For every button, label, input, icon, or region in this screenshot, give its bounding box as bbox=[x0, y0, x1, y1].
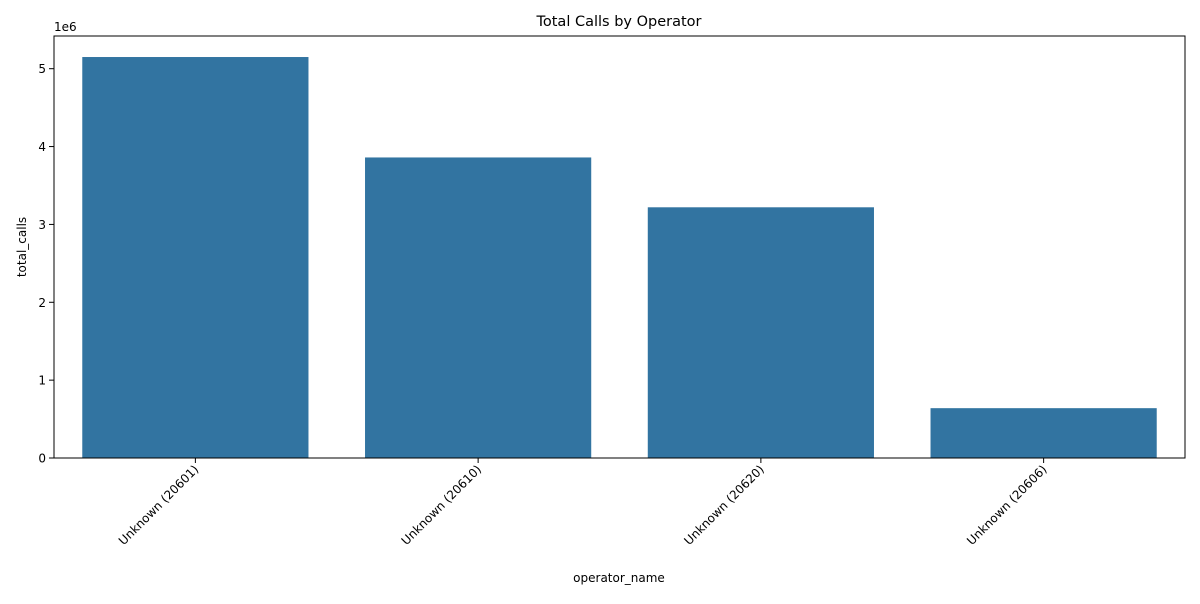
x-axis-label: operator_name bbox=[573, 571, 665, 585]
y-tick-label: 1 bbox=[38, 374, 46, 388]
y-axis-label: total_calls bbox=[15, 217, 29, 277]
y-tick-label: 3 bbox=[38, 218, 46, 232]
plot-frame bbox=[53, 35, 1186, 459]
y-tick-label: 0 bbox=[38, 452, 46, 466]
x-tick-label: Unknown (20601) bbox=[116, 462, 202, 548]
bar bbox=[365, 157, 592, 459]
y-tick-label: 4 bbox=[38, 140, 46, 154]
y-axis-offset-label: 1e6 bbox=[54, 20, 77, 34]
y-tick-label: 2 bbox=[38, 296, 46, 310]
y-tick-label: 5 bbox=[38, 62, 46, 76]
bar bbox=[930, 408, 1157, 458]
x-tick-label: Unknown (20606) bbox=[964, 462, 1050, 548]
chart-title: Total Calls by Operator bbox=[535, 14, 701, 30]
bar bbox=[82, 57, 309, 458]
x-tick-label: Unknown (20620) bbox=[681, 462, 767, 548]
bar bbox=[647, 207, 874, 458]
x-tick-label: Unknown (20610) bbox=[399, 462, 485, 548]
